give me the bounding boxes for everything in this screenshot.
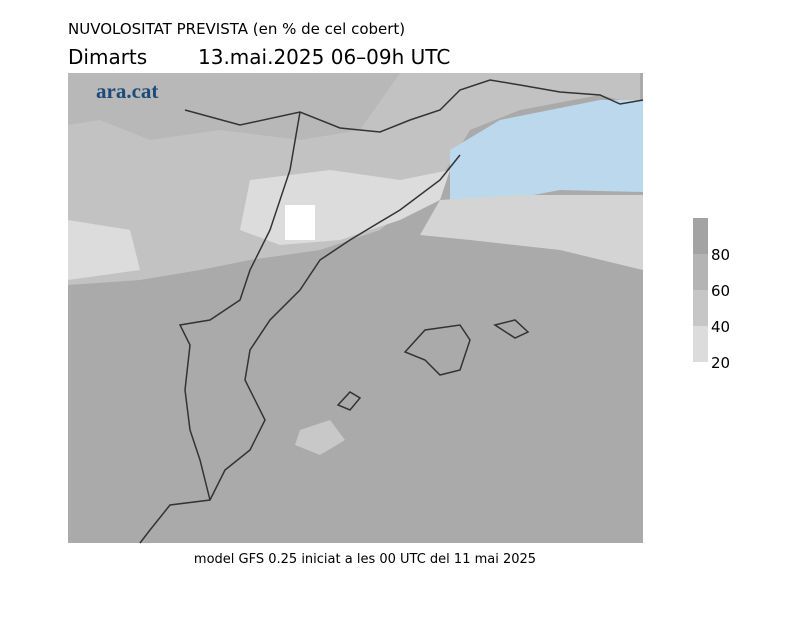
legend-swatch xyxy=(693,254,708,290)
title: NUVOLOSITAT PREVISTA (en % de cel cobert… xyxy=(68,20,405,38)
cloud-zone xyxy=(285,205,315,240)
coastline xyxy=(139,154,461,544)
legend-tick-label: 20 xyxy=(711,354,730,372)
legend-swatch xyxy=(693,218,708,254)
cloud-zone xyxy=(420,195,643,270)
legend-swatch xyxy=(693,290,708,326)
border xyxy=(178,111,301,501)
cloud-zone xyxy=(68,73,400,140)
legend-swatch xyxy=(693,326,708,362)
cloud-zone xyxy=(68,220,140,280)
legend-tick-label: 80 xyxy=(711,246,730,264)
legend: 20 40 60 80 xyxy=(693,218,730,372)
island xyxy=(493,319,530,339)
footer: model GFS 0.25 iniciat a les 00 UTC del … xyxy=(194,552,536,567)
legend-tick-label: 40 xyxy=(711,318,730,336)
logo: ara.cat xyxy=(96,79,158,103)
island xyxy=(336,391,362,411)
border xyxy=(184,79,644,133)
sea-blue xyxy=(450,100,643,205)
legend-tick-label: 60 xyxy=(711,282,730,300)
island xyxy=(403,324,471,376)
date: 13.mai.2025 06–09h UTC xyxy=(198,45,450,69)
day: Dimarts xyxy=(68,45,147,69)
cloud-zone xyxy=(295,420,345,455)
map: ara.cat xyxy=(68,73,644,544)
